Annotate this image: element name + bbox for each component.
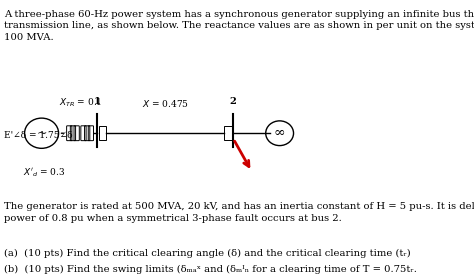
Text: 1: 1 — [94, 97, 100, 106]
Text: E'∠δ = 1.75∠δ: E'∠δ = 1.75∠δ — [4, 131, 73, 140]
Text: A three-phase 60-Hz power system has a synchronous generator supplying an infini: A three-phase 60-Hz power system has a s… — [4, 10, 474, 42]
Text: $X_{TR}$ = 0.1: $X_{TR}$ = 0.1 — [59, 96, 102, 108]
Text: (b)  (10 pts) Find the swing limits (δₘₐˣ and (δₘᴵₙ for a clearing time of T = 0: (b) (10 pts) Find the swing limits (δₘₐˣ… — [4, 265, 417, 274]
Text: 2: 2 — [230, 97, 237, 106]
Text: $X$ = 0.475: $X$ = 0.475 — [142, 98, 189, 108]
Text: The generator is rated at 500 MVA, 20 kV, and has an inertia constant of H = 5 p: The generator is rated at 500 MVA, 20 kV… — [4, 202, 474, 223]
Text: ~: ~ — [36, 127, 47, 140]
Text: ∞: ∞ — [274, 126, 285, 140]
Text: (a)  (10 pts) Find the critical clearing angle (δ⁣) and the critical clearing ti: (a) (10 pts) Find the critical clearing … — [4, 249, 411, 258]
Text: $X'_d$ = 0.3: $X'_d$ = 0.3 — [23, 166, 66, 179]
